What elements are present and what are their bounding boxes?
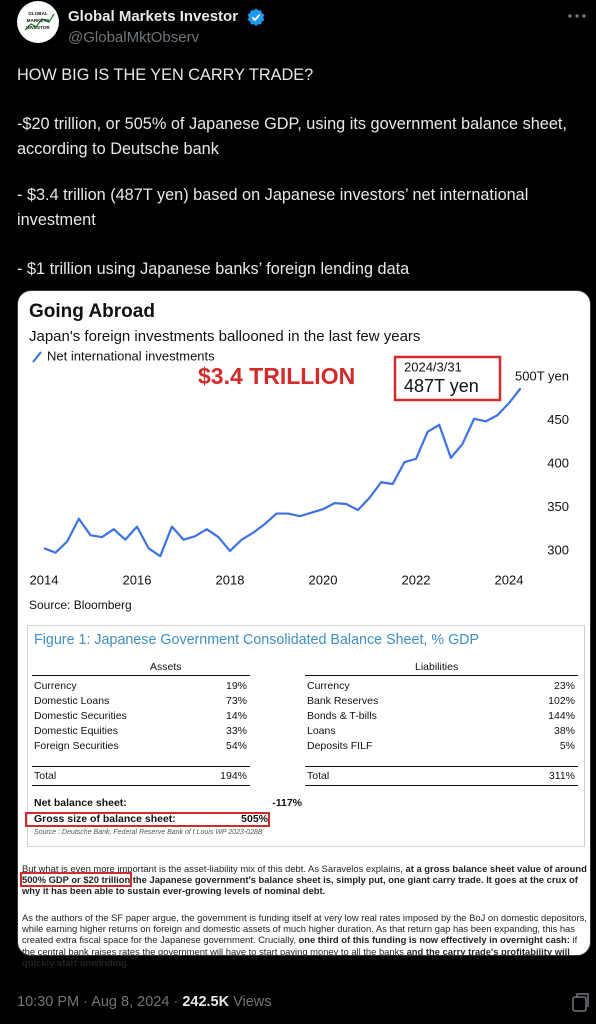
y-tick-label: 500T yen bbox=[515, 368, 569, 383]
liability-value: 102% bbox=[548, 695, 575, 707]
liability-name: Total bbox=[307, 770, 330, 782]
liability-name: Deposits FILF bbox=[307, 740, 373, 752]
asset-name: Foreign Securities bbox=[34, 740, 119, 752]
asset-name: Total bbox=[34, 770, 57, 782]
x-tick-label: 2018 bbox=[216, 572, 245, 587]
liability-name: Bonds & T-bills bbox=[307, 710, 377, 722]
y-tick-label: 400 bbox=[547, 455, 569, 470]
rule bbox=[305, 675, 578, 676]
asset-value: 19% bbox=[225, 680, 247, 692]
rule bbox=[305, 785, 578, 786]
legend-label: Net international investments bbox=[47, 348, 215, 363]
verified-badge bbox=[247, 8, 265, 26]
asset-value: 194% bbox=[220, 770, 247, 782]
liability-value: 5% bbox=[559, 740, 575, 752]
chart-title: Going Abroad bbox=[29, 301, 155, 322]
figure-title: Figure 1: Japanese Government Consolidat… bbox=[34, 632, 480, 648]
annotation-value: 487T yen bbox=[404, 376, 479, 396]
liability-name: Currency bbox=[307, 680, 350, 692]
liabilities-header: Liabilities bbox=[415, 661, 459, 673]
chart-source: Source: Bloomberg bbox=[29, 598, 132, 612]
tweet-meta: 10:30 PM · Aug 8, 2024 · 242.5K Views bbox=[17, 994, 272, 1010]
article-paragraph: As the authors of the SF paper argue, th… bbox=[22, 912, 588, 968]
figure-frame bbox=[27, 625, 585, 847]
liability-value: 311% bbox=[548, 770, 575, 782]
chart: Going Abroad Japan's foreign investments… bbox=[29, 301, 569, 587]
article-text: the Japanese government's balance sheet … bbox=[22, 874, 578, 897]
views-count: 242.5K bbox=[182, 994, 230, 1010]
legend-swatch bbox=[32, 351, 42, 363]
author-name[interactable]: Global Markets Investor bbox=[68, 8, 239, 25]
asset-value: 54% bbox=[225, 740, 247, 752]
x-tick-label: 2014 bbox=[30, 572, 59, 587]
asset-value: 14% bbox=[225, 710, 247, 722]
article-text: and the carry trade's profitability will… bbox=[22, 945, 570, 968]
x-tick-label: 2024 bbox=[495, 572, 524, 587]
liability-value: 144% bbox=[548, 710, 575, 722]
x-tick-label: 2016 bbox=[123, 572, 152, 587]
y-tick-label: 350 bbox=[547, 499, 569, 514]
asset-value: 33% bbox=[225, 725, 247, 737]
rule bbox=[32, 785, 250, 786]
separator: · bbox=[173, 994, 179, 1010]
separator: · bbox=[83, 994, 88, 1010]
article-paragraph: But what is even more important is the a… bbox=[19, 863, 588, 897]
y-tick-label: 300 bbox=[547, 542, 569, 557]
article-text: But what is even more important is the a… bbox=[22, 863, 406, 874]
views-label: Views bbox=[233, 994, 272, 1010]
asset-name: Domestic Loans bbox=[34, 695, 110, 707]
chart-subtitle: Japan's foreign investments ballooned in… bbox=[29, 328, 420, 345]
asset-name: Domestic Equities bbox=[34, 725, 119, 737]
figure-source: Source : Deutsche Bank, Federal Reserve … bbox=[34, 829, 263, 836]
highlight-box bbox=[25, 812, 270, 827]
liability-name: Bank Reserves bbox=[307, 695, 379, 707]
avatar-text: GLOBAL MARKETS INVESTOR bbox=[26, 11, 50, 30]
asset-name: Domestic Securities bbox=[34, 710, 127, 722]
avatar[interactable]: GLOBAL MARKETS INVESTOR bbox=[16, 0, 62, 46]
tweet-paragraph: -$20 trillion, or 505% of Japanese GDP, … bbox=[17, 115, 567, 158]
net-value: -117% bbox=[272, 797, 302, 809]
more-menu[interactable] bbox=[566, 10, 588, 22]
rule bbox=[32, 675, 250, 676]
gross-label: Gross size of balance sheet: bbox=[34, 813, 176, 825]
annotation-headline: $3.4 TRILLION bbox=[198, 363, 355, 389]
article-text: one third of this funding is now effecti… bbox=[298, 934, 570, 946]
tweet-paragraph: - $3.4 trillion (487T yen) based on Japa… bbox=[17, 186, 529, 229]
highlighted-text: 500% GDP or $20 trillion bbox=[19, 872, 133, 888]
liability-name: Loans bbox=[307, 725, 336, 737]
time[interactable]: 10:30 PM bbox=[17, 994, 80, 1010]
annotation-date: 2024/3/31 bbox=[404, 359, 462, 374]
gross-value: 505% bbox=[241, 813, 268, 825]
article-text: As the authors of the SF paper argue, th… bbox=[22, 912, 587, 946]
article-text: if the central bank raises rates the gov… bbox=[22, 934, 578, 957]
x-tick-label: 2020 bbox=[309, 572, 338, 587]
author-handle[interactable]: @GlobalMktObserv bbox=[68, 29, 200, 46]
data-line bbox=[43, 387, 522, 558]
asset-value: 73% bbox=[225, 695, 247, 707]
x-tick-label: 2022 bbox=[402, 572, 431, 587]
asset-name: Currency bbox=[34, 680, 77, 692]
rule bbox=[305, 766, 578, 767]
bookmark-icon[interactable] bbox=[571, 993, 589, 1013]
tweet-paragraph: - $1 trillion using Japanese banks’ fore… bbox=[17, 260, 410, 278]
rule bbox=[32, 766, 250, 767]
article-text: at a gross balance sheet value of around bbox=[405, 863, 587, 874]
liability-value: 38% bbox=[553, 725, 575, 737]
net-label: Net balance sheet: bbox=[34, 797, 127, 809]
tweet-paragraph: HOW BIG IS THE YEN CARRY TRADE? bbox=[17, 66, 314, 84]
annotation-box bbox=[393, 355, 502, 402]
assets-header: Assets bbox=[150, 661, 182, 673]
date[interactable]: Aug 8, 2024 bbox=[91, 994, 170, 1010]
liability-value: 23% bbox=[553, 680, 575, 692]
y-tick-label: 450 bbox=[547, 412, 569, 427]
